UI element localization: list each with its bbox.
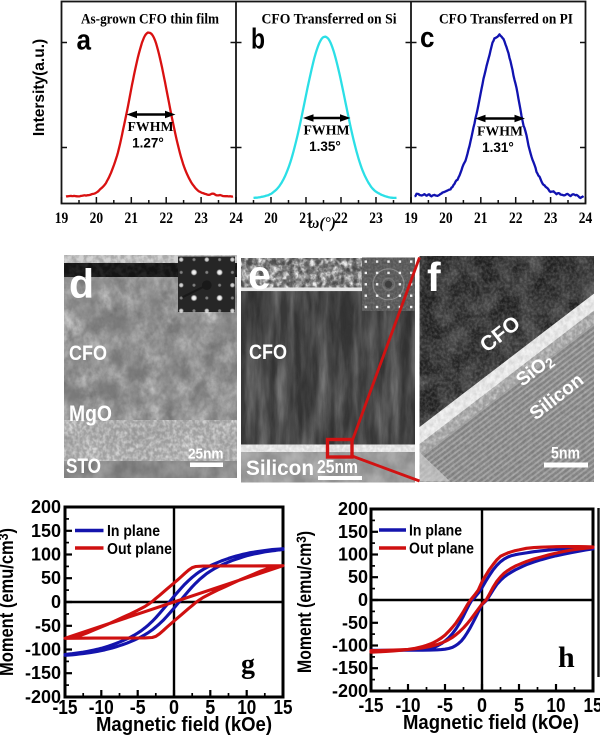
svg-text:10: 10 (237, 697, 256, 719)
svg-text:22: 22 (159, 210, 173, 227)
svg-text:-5: -5 (130, 697, 146, 719)
svg-text:e: e (248, 252, 271, 298)
svg-text:15: 15 (274, 697, 293, 719)
svg-text:0: 0 (477, 695, 487, 717)
svg-text:FWHM: FWHM (304, 123, 350, 138)
svg-text:-50: -50 (35, 616, 61, 636)
svg-text:-150: -150 (25, 663, 61, 683)
svg-text:CFO: CFO (69, 342, 107, 365)
svg-text:-100: -100 (25, 640, 61, 660)
svg-text:-15: -15 (359, 695, 384, 717)
svg-text:24: 24 (579, 210, 593, 227)
svg-text:In plane: In plane (409, 523, 462, 540)
svg-text:25nm: 25nm (188, 446, 224, 463)
svg-text:c: c (420, 22, 435, 54)
svg-text:21: 21 (474, 210, 488, 227)
svg-text:Moment (emu/cm3): Moment (emu/cm3) (293, 531, 316, 673)
svg-text:22: 22 (334, 210, 348, 227)
svg-text:0: 0 (358, 590, 368, 610)
svg-text:50: 50 (348, 567, 368, 587)
svg-text:As-grown CFO thin film: As-grown CFO thin film (81, 12, 219, 28)
svg-text:150: 150 (338, 522, 368, 542)
svg-text:CFO Transferred on Si: CFO Transferred on Si (262, 12, 397, 28)
svg-text:100: 100 (31, 545, 61, 565)
svg-text:21: 21 (125, 210, 139, 227)
svg-text:-50: -50 (342, 613, 368, 633)
svg-text:Out plane: Out plane (107, 541, 172, 558)
svg-text:5: 5 (205, 697, 215, 719)
svg-text:150: 150 (31, 521, 61, 541)
svg-text:23: 23 (194, 210, 208, 227)
svg-text:FWHM: FWHM (128, 119, 174, 134)
svg-text:ω(°): ω(°) (308, 215, 336, 232)
svg-text:200: 200 (338, 499, 368, 519)
svg-text:23: 23 (369, 210, 383, 227)
svg-text:1.31°: 1.31° (482, 140, 514, 155)
svg-text:-200: -200 (25, 687, 61, 707)
svg-text:STO: STO (66, 455, 101, 478)
svg-text:10: 10 (547, 695, 566, 717)
svg-text:-150: -150 (332, 658, 368, 678)
svg-text:-10: -10 (396, 695, 421, 717)
svg-text:0: 0 (169, 697, 179, 719)
svg-text:Silicon: Silicon (246, 457, 314, 480)
svg-text:Out plane: Out plane (409, 541, 474, 558)
svg-text:-200: -200 (332, 681, 368, 701)
svg-text:Moment (emu/cm3): Moment (emu/cm3) (0, 528, 18, 676)
svg-text:CFO: CFO (249, 341, 287, 364)
svg-text:21: 21 (299, 210, 313, 227)
svg-text:f: f (427, 254, 441, 300)
svg-text:Magnetic field (kOe): Magnetic field (kOe) (403, 712, 579, 734)
svg-text:20: 20 (90, 210, 104, 227)
svg-text:23: 23 (544, 210, 558, 227)
svg-text:-15: -15 (53, 697, 78, 719)
svg-text:24: 24 (229, 210, 243, 227)
svg-text:d: d (69, 261, 94, 307)
svg-text:19: 19 (404, 210, 418, 227)
svg-text:100: 100 (338, 545, 368, 565)
svg-text:MgO: MgO (69, 401, 112, 426)
svg-text:Magnetic field (kOe): Magnetic field (kOe) (96, 714, 272, 736)
svg-text:Intersity(a.u.): Intersity(a.u.) (31, 39, 48, 136)
svg-text:22: 22 (509, 210, 523, 227)
svg-text:20: 20 (439, 210, 453, 227)
svg-text:h: h (558, 641, 575, 674)
svg-text:g: g (241, 649, 255, 680)
svg-text:1.27°: 1.27° (132, 136, 164, 151)
svg-text:b: b (251, 24, 265, 56)
svg-text:-100: -100 (332, 636, 368, 656)
svg-text:5: 5 (514, 695, 524, 717)
svg-text:FWHM: FWHM (477, 124, 523, 139)
svg-text:In plane: In plane (107, 523, 160, 540)
svg-text:25nm: 25nm (317, 457, 358, 477)
svg-text:5nm: 5nm (551, 444, 580, 463)
svg-text:CFO Transferred on PI: CFO Transferred on PI (439, 12, 573, 28)
svg-text:0: 0 (51, 592, 61, 612)
svg-text:a: a (77, 25, 92, 57)
svg-text:15: 15 (584, 695, 600, 717)
svg-text:-5: -5 (437, 695, 453, 717)
svg-text:19: 19 (55, 210, 69, 227)
svg-text:-10: -10 (89, 697, 114, 719)
svg-text:1.35°: 1.35° (309, 139, 341, 154)
svg-text:50: 50 (41, 568, 61, 588)
svg-text:20: 20 (264, 210, 278, 227)
svg-text:200: 200 (31, 497, 61, 517)
